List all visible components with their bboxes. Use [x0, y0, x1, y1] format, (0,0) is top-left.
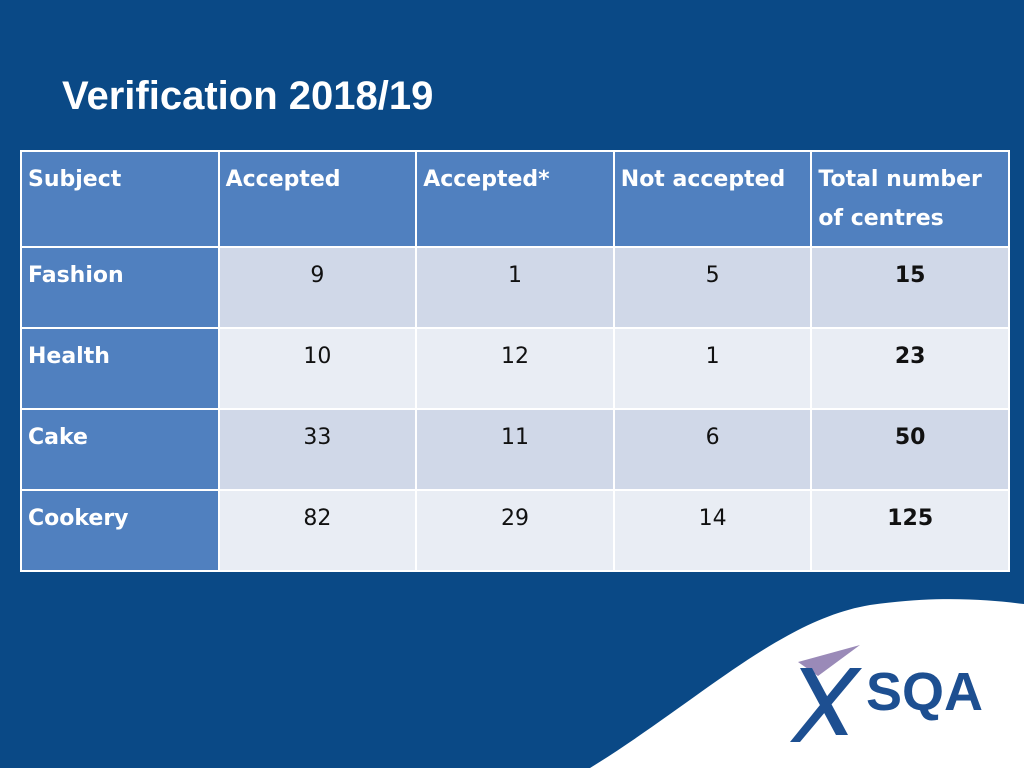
logo-mark	[790, 668, 862, 742]
subject-cell: Fashion	[20, 246, 220, 329]
value-cell: 11	[415, 408, 615, 491]
logo-text: SQA	[866, 662, 983, 722]
results-table: Subject Accepted Accepted* Not accepted Tota…	[20, 150, 1010, 572]
subject-cell: Cookery	[20, 489, 220, 572]
value-cell: 33	[217, 408, 418, 491]
table-row: Fashion 9 1 5 15	[20, 246, 1010, 329]
value-cell: 29	[415, 489, 615, 572]
table-row: Health 10 12 1 23	[20, 327, 1010, 410]
value-cell: 23	[810, 327, 1010, 410]
value-cell: 1	[415, 246, 615, 329]
table-row: Cake 33 11 6 50	[20, 408, 1010, 491]
value-cell: 82	[217, 489, 418, 572]
table-row: Cookery 82 29 14 125	[20, 489, 1010, 572]
header-cell: Not accepted	[612, 150, 813, 248]
header-cell: Subject	[20, 150, 220, 248]
header-cell: Accepted*	[415, 150, 615, 248]
swoosh	[590, 599, 1024, 768]
value-cell: 6	[612, 408, 813, 491]
value-cell: 12	[415, 327, 615, 410]
subject-cell: Health	[20, 327, 220, 410]
logo-mark	[798, 645, 860, 676]
value-cell: 15	[810, 246, 1010, 329]
header-row: Subject Accepted Accepted* Not accepted Tota…	[20, 150, 1010, 248]
header-cell: Accepted	[217, 150, 418, 248]
header-cell: Total number of centres	[810, 150, 1010, 248]
table-body: Fashion 9 1 5 15 Health 10 12 1 23 Cake 33 11 6 50 Cook…	[20, 246, 1010, 572]
slide-title: Verification 2018/19	[62, 74, 434, 118]
subject-cell: Cake	[20, 408, 220, 491]
value-cell: 125	[810, 489, 1010, 572]
value-cell: 1	[612, 327, 813, 410]
value-cell: 14	[612, 489, 813, 572]
value-cell: 10	[217, 327, 418, 410]
value-cell: 5	[612, 246, 813, 329]
value-cell: 9	[217, 246, 418, 329]
value-cell: 50	[810, 408, 1010, 491]
